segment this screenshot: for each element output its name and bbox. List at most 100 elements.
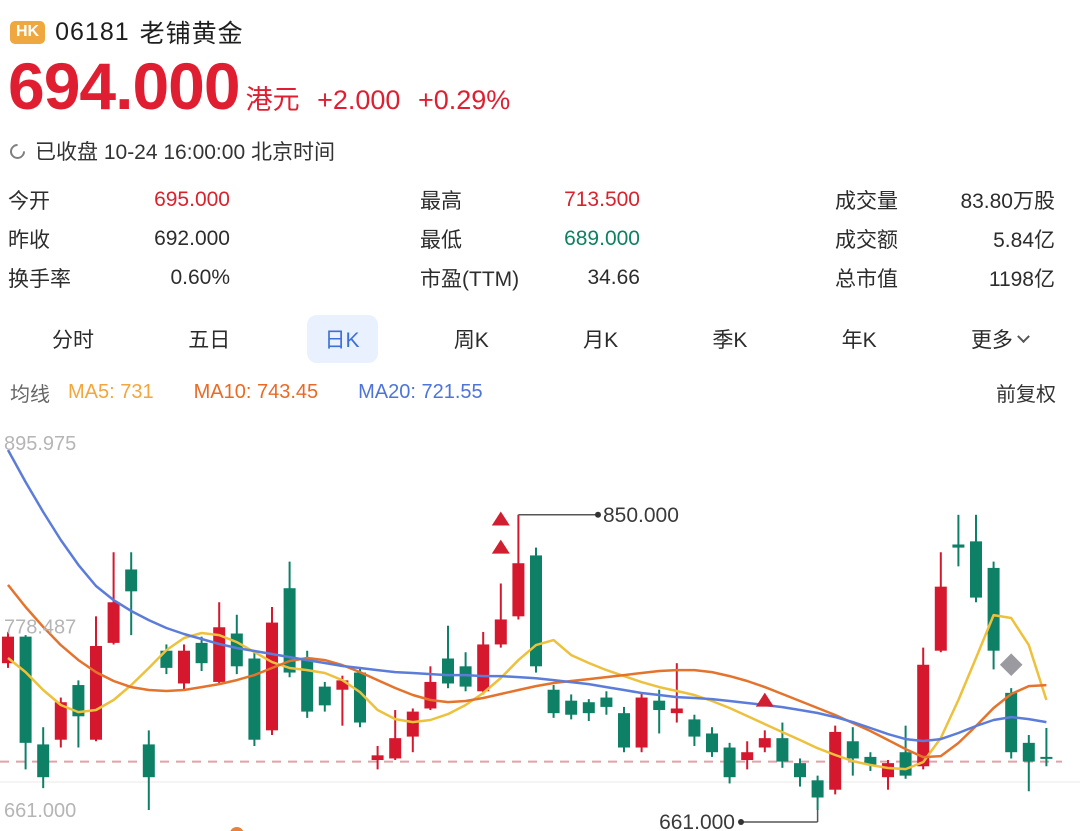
candle-body [970,541,982,598]
candle-body [178,650,190,684]
tab-minute[interactable]: 分时 [34,315,112,363]
candle-body [301,658,314,712]
candle-body [195,642,208,664]
tab-label: 季K [712,329,748,352]
candle-body [371,755,384,761]
stat-value: 34.66 [587,265,640,289]
stat-pe-ttm: 市盈(TTM) 34.66 [420,258,640,297]
tab-label: 月K [583,329,619,352]
candle-body [917,664,930,767]
candle-body [582,702,595,714]
candle-body [530,555,542,667]
candle-body [829,731,842,790]
candle-body [512,563,525,617]
tab-five-day[interactable]: 五日 [170,315,248,363]
stat-amount: 成交额 5.84亿 [835,219,1055,258]
stat-value: 83.80万股 [960,189,1055,213]
ma-title: 均线 [10,383,50,406]
y-axis-label: 778.487 [4,617,76,639]
tab-label: 更多 [970,329,1013,352]
candle-body [811,780,824,798]
tab-monthly-k[interactable]: 月K [565,315,636,363]
candle-body [987,567,1000,651]
tab-label: 年K [841,329,877,352]
stat-label: 今开 [8,189,50,213]
candle-body [142,744,155,778]
price-row: 694.000 港元 +2.000 +0.29% [8,49,521,123]
stat-prev-close: 昨收 692.000 [8,219,230,258]
candle-body [1040,756,1053,759]
candle-body [442,658,454,684]
candle-body [336,680,349,690]
candle-body [213,627,226,682]
tab-yearly-k[interactable]: 年K [824,315,895,363]
tab-daily-k[interactable]: 日K [306,315,378,363]
stat-turnover-rate: 换手率 0.60% [8,258,230,297]
tab-more[interactable]: 更多 [953,315,1046,363]
kline-chart[interactable]: 850.000 661.000 895.975 778.487 661.000 [0,420,1080,831]
candle-body [864,756,877,765]
y-axis-label: 661.000 [4,800,76,822]
candle-body [37,744,50,778]
low-annotation-label: 661.000 [659,811,735,831]
stock-name: 老铺黄金 [139,20,244,48]
candle-body [19,636,32,743]
stock-title-row: HK 06181 老铺黄金 [10,14,244,50]
stats-column-3: 成交量 83.80万股 成交额 5.84亿 总市值 1198亿 [835,180,1055,297]
candle-body [846,741,859,759]
refresh-icon[interactable] [6,140,29,162]
candle-body [283,588,296,673]
quote-stats: 今开 695.000 昨收 692.000 换手率 0.60% 最高 713.5… [0,180,1080,292]
price-change: +2.000 [317,85,401,115]
candle-body [248,658,261,740]
stat-label: 成交额 [835,228,898,252]
stat-label: 市盈(TTM) [420,267,520,291]
stat-value: 689.000 [564,226,640,250]
candle-body [54,702,67,740]
cutoff-bottom-element [230,827,244,831]
tab-label: 五日 [188,329,231,352]
candle-body [618,713,630,748]
triangle-up-marker [491,539,510,554]
stat-label: 昨收 [8,228,50,252]
candle-body [1022,742,1035,762]
candle-body [934,586,947,651]
candle-body [125,569,138,592]
currency-label: 港元 [245,85,300,115]
stat-value: 5.84亿 [993,228,1055,252]
candle-body [318,686,331,706]
candle-body [688,719,701,737]
candle-body [547,689,560,714]
ma-line-ma5 [7,613,1048,771]
candle-body [160,650,173,668]
stat-label: 最高 [420,189,462,213]
candle-body [741,752,754,761]
candle-body [635,697,648,748]
triangle-up-marker [755,692,774,707]
price-change-percent: +0.29% [417,85,511,115]
stat-value: 1198亿 [988,267,1055,291]
candle-body [424,681,437,709]
tab-weekly-k[interactable]: 周K [436,315,507,363]
current-price: 694.000 [8,49,241,123]
stat-label: 总市值 [835,267,898,291]
tab-quarterly-k[interactable]: 季K [694,315,765,363]
candle-body [354,672,366,723]
candle-body [2,636,14,664]
candle-body [600,697,613,707]
ma-line-ma20 [6,449,1047,743]
stats-column-1: 今开 695.000 昨收 692.000 换手率 0.60% [8,180,230,297]
candle-body [758,738,771,748]
candle-body [1005,692,1018,753]
annotation-dot [595,511,601,518]
candle-body [477,644,490,692]
candle-body [899,752,912,776]
stat-value: 713.500 [564,187,640,211]
adjust-mode-toggle[interactable]: 前复权 [996,383,1056,406]
stat-open: 今开 695.000 [8,180,230,219]
candle-body [794,763,806,778]
stat-value: 695.000 [154,187,230,211]
tab-label: 分时 [52,329,94,352]
ma20-legend: MA20: 721.55 [358,380,483,403]
price-meta: 港元 +2.000 +0.29% [246,78,521,117]
